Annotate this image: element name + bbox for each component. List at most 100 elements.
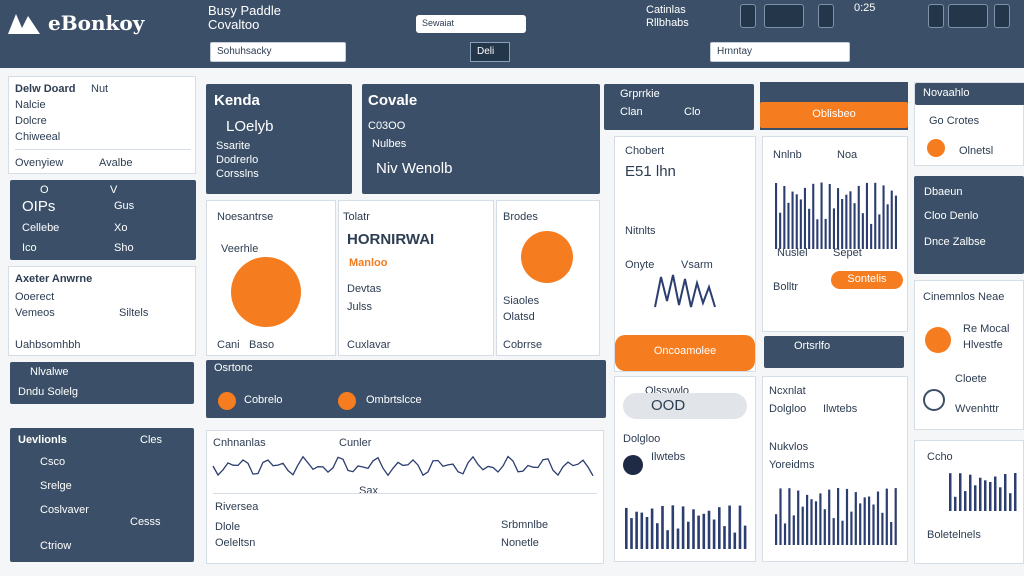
logo[interactable]: eBonkoy — [6, 10, 144, 36]
card-title: Covale — [368, 92, 418, 109]
list-item[interactable]: Srelge — [40, 480, 72, 492]
dark-panel-sub: Dndu Solelg — [18, 386, 78, 398]
list3-row: Dolgloo — [769, 403, 807, 415]
sidebar-row[interactable]: Chiweeal — [15, 131, 61, 143]
apps-icon[interactable] — [764, 4, 804, 28]
sidebar-title: Delw Doard — [15, 83, 76, 95]
menu-icon[interactable] — [948, 4, 988, 28]
gauge-pill-button[interactable]: Oncoamolee — [615, 335, 755, 371]
bar — [984, 480, 987, 511]
right-row: Cloete — [955, 373, 987, 385]
sidebar-footer-left[interactable]: Ovenyiew — [15, 157, 64, 169]
search-input[interactable]: Sewaiat — [416, 15, 526, 33]
table-cell: O — [40, 184, 49, 196]
section2-row[interactable]: Siltels — [119, 307, 149, 319]
grprrkie-card[interactable]: Grprrkie Clan Clo — [604, 84, 754, 130]
card-row: Ssarite — [216, 140, 251, 152]
right-dark-sub: Cloo Denlo — [924, 210, 979, 222]
sidebar-row[interactable]: Dolcre — [15, 115, 47, 127]
bottom-right2: Nonetle — [501, 537, 539, 549]
gauge-label: Vsarm — [681, 259, 713, 271]
bar-chart-tag: Noa — [837, 149, 858, 161]
bar — [671, 505, 675, 549]
bar — [1014, 473, 1017, 511]
toggle-switch[interactable]: OOD — [623, 393, 747, 419]
header-info-line1: Catinlas — [646, 4, 686, 16]
mini-dark-title: Ortsrlfo — [794, 340, 831, 352]
gauge-label: Onyte — [625, 259, 655, 271]
list-item[interactable]: Ctriow — [40, 540, 72, 552]
list-item[interactable]: Cesss — [130, 516, 161, 528]
sidebar-footer-right[interactable]: Avalbe — [99, 157, 133, 169]
section2-title: Axeter Anwrne — [15, 273, 93, 285]
table-cell: Cellebe — [22, 222, 60, 234]
user-icon[interactable] — [928, 4, 944, 28]
bar — [808, 208, 811, 249]
notification-icon[interactable] — [740, 4, 756, 28]
bar — [949, 473, 952, 511]
logo-text: eBonkoy — [48, 11, 145, 35]
stat-footer-b: Baso — [249, 339, 275, 351]
sidebar-row[interactable]: Nalcie — [15, 99, 46, 111]
stat-row: Cobrrse — [503, 339, 543, 351]
bar — [870, 223, 873, 249]
strip-dot — [338, 392, 356, 410]
more-icon[interactable] — [994, 4, 1010, 28]
bar — [859, 503, 862, 545]
section2-row[interactable]: Vemeos — [15, 307, 55, 319]
oblisbeo-card[interactable]: Oblisbeo — [760, 82, 908, 130]
filter-field[interactable]: Sohuhsacky — [210, 42, 346, 62]
card-sub: Go Crotes — [929, 115, 980, 127]
settings-icon[interactable] — [818, 4, 834, 28]
toggle-value: OOD — [651, 397, 686, 414]
divider — [15, 149, 191, 150]
novaahlo-card[interactable]: Novaahlo Go Crotes Olnetsl — [914, 82, 1024, 166]
range-field[interactable]: Hrnntay — [710, 42, 850, 62]
spark-chart — [654, 274, 716, 308]
bar — [814, 501, 818, 545]
bar — [989, 482, 992, 511]
bar-chart-label: Sepet — [833, 247, 862, 259]
bar — [779, 212, 782, 249]
section2-row[interactable]: Ooerect — [15, 291, 55, 303]
bar-chart-button[interactable]: Sontelis — [831, 271, 903, 289]
list-item[interactable]: Coslvaver — [40, 504, 89, 516]
bar — [974, 485, 977, 511]
dark-panel-title: Nlvalwe — [30, 366, 69, 378]
mini-dark-card[interactable]: Ortsrlfo — [764, 336, 904, 368]
stat-row: Julss — [347, 301, 373, 313]
bar — [803, 187, 806, 249]
bar — [779, 488, 782, 545]
right-sub2: Hlvestfe — [963, 339, 1003, 351]
deli-button[interactable]: Deli — [470, 42, 510, 62]
card-row: Olnetsl — [959, 145, 994, 157]
bar — [845, 488, 849, 545]
covale-card[interactable]: Covale C03OO Nulbes Niv Wenolb — [362, 84, 600, 194]
status-dot — [927, 139, 945, 157]
bar — [832, 208, 835, 249]
bar — [824, 218, 827, 249]
list-item[interactable]: Csco — [40, 456, 66, 468]
stat-card-3: Brodes Siaoles Olatsd Cobrrse — [496, 200, 600, 356]
bar — [712, 519, 716, 549]
line-chart — [212, 455, 594, 477]
sidebar-list: Uevlionls Cles Csco Srelge Coslvaver Ces… — [10, 428, 194, 562]
donut-chart — [231, 257, 301, 327]
bar — [885, 488, 888, 545]
bar — [666, 530, 669, 549]
header-clock: 0:25 — [854, 2, 876, 14]
section2-footer[interactable]: Uahbsomhbh — [15, 339, 81, 351]
card-title: Kenda — [214, 92, 260, 109]
bar — [687, 521, 690, 549]
line-chart-title: Cnhnanlas — [213, 437, 266, 449]
bar — [787, 202, 790, 249]
bar — [692, 509, 695, 549]
bottom-row: Dlole — [215, 521, 241, 533]
stat-row: Devtas — [347, 283, 382, 295]
table-cell: Ico — [22, 242, 37, 254]
right-title: Cinemnlos Neae — [923, 291, 1005, 303]
bar — [697, 515, 700, 549]
sidebar-section2-card: Axeter Anwrne Ooerect Vemeos Siltels Uah… — [8, 266, 196, 356]
kenda-card[interactable]: Kenda LOelyb Ssarite Dodrerlo Corsslns — [206, 84, 352, 194]
donut-chart — [521, 231, 573, 283]
